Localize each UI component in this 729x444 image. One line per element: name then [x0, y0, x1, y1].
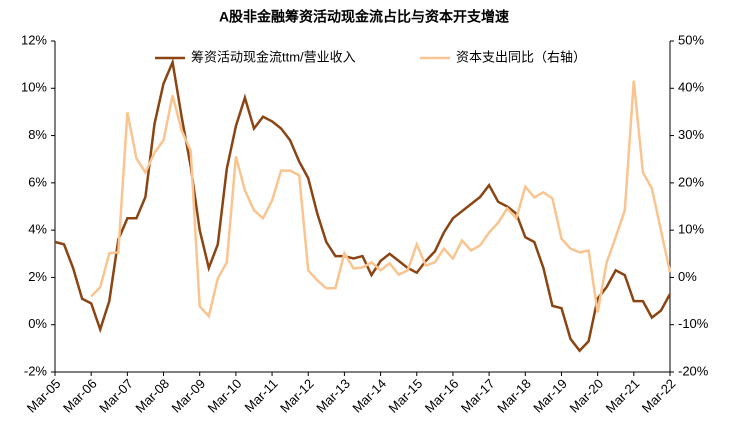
x-tick-label: Mar-05 [24, 376, 64, 416]
y2-tick-label: 0% [678, 269, 697, 284]
series-line [54, 57, 672, 353]
y-tick-label: 4% [28, 222, 47, 237]
y-tick-label: 2% [28, 269, 47, 284]
x-tick-label: Mar-20 [566, 376, 606, 416]
chart-title: A股非金融筹资活动现金流占比与资本开支增速 [219, 9, 509, 25]
x-tick-label: Mar-22 [639, 376, 679, 416]
y2-tick-label: 50% [678, 32, 704, 47]
y-tick-label: 6% [28, 174, 47, 189]
y-tick-label: 8% [28, 127, 47, 142]
x-tick-label: Mar-09 [169, 376, 209, 416]
legend-label: 筹资活动现金流ttm/营业收入 [191, 49, 356, 64]
x-tick-label: Mar-14 [349, 376, 389, 416]
x-tick-label: Mar-06 [60, 376, 100, 416]
x-tick-label: Mar-13 [313, 376, 353, 416]
x-tick-label: Mar-10 [205, 376, 245, 416]
x-tick-label: Mar-15 [386, 376, 426, 416]
y-tick-label: 10% [21, 80, 47, 95]
x-tick-label: Mar-17 [458, 376, 498, 416]
y2-tick-label: -20% [678, 363, 709, 378]
x-tick-label: Mar-07 [96, 376, 136, 416]
y-tick-label: -2% [24, 363, 48, 378]
y2-tick-label: 10% [678, 222, 704, 237]
x-tick-label: Mar-16 [422, 376, 462, 416]
x-tick-label: Mar-11 [242, 376, 281, 415]
x-tick-label: Mar-12 [277, 376, 317, 416]
x-tick-label: Mar-21 [603, 376, 643, 416]
y2-tick-label: 40% [678, 80, 704, 95]
x-tick-label: Mar-19 [530, 376, 570, 416]
y-tick-label: 12% [21, 32, 47, 47]
x-tick-label: Mar-18 [494, 376, 534, 416]
y2-tick-label: -10% [678, 316, 709, 331]
x-tick-label: Mar-08 [132, 376, 172, 416]
series-line [90, 80, 672, 319]
legend-label: 资本支出同比（右轴） [456, 49, 586, 64]
y2-tick-label: 20% [678, 174, 704, 189]
y-tick-label: 0% [28, 316, 47, 331]
y2-tick-label: 30% [678, 127, 704, 142]
